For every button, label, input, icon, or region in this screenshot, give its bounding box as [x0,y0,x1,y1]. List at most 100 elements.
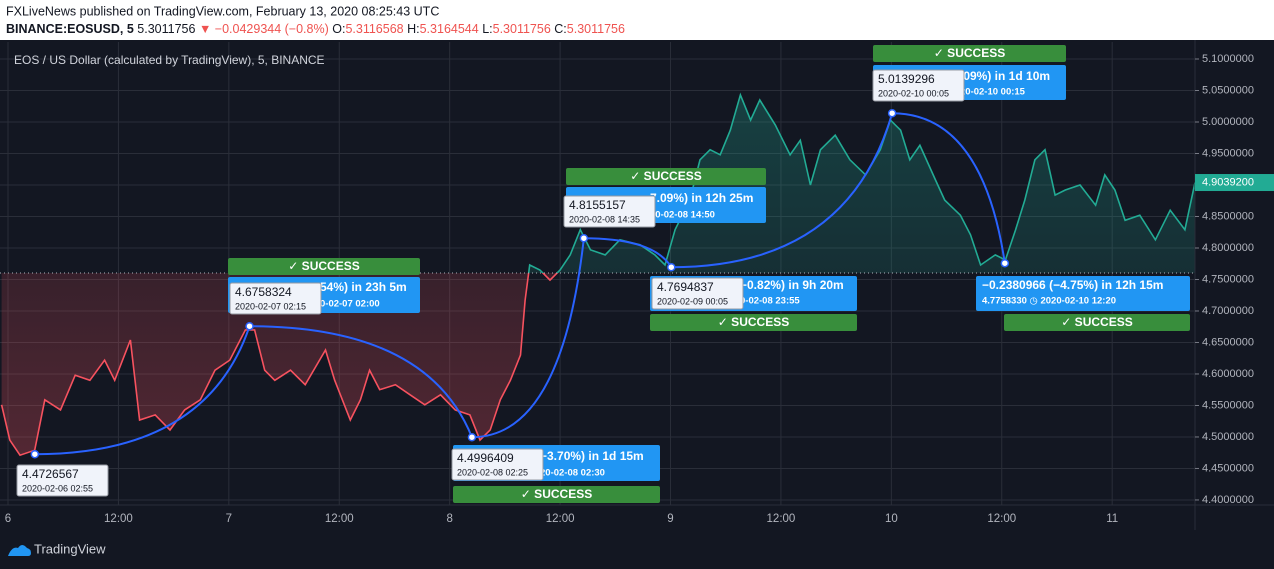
point-price: 4.8155157 [569,198,626,212]
success-label: ✓ SUCCESS [288,259,359,273]
y-tick-label: 4.6000000 [1202,368,1254,380]
x-tick-label: 12:00 [546,513,575,525]
y-tick-label: 4.9500000 [1202,147,1254,159]
y-tick-label: 5.1000000 [1202,53,1254,65]
forecast-curve [34,325,251,456]
point-date: 2020-02-06 02:55 [22,483,93,493]
x-tick-label: 12:00 [987,513,1016,525]
x-tick-label: 12:00 [767,513,796,525]
x-tick-label: 7 [226,513,232,525]
x-tick-label: 9 [667,513,673,525]
ohlc-value: 5.3011756 [493,22,551,36]
y-tick-label: 4.5000000 [1202,431,1254,443]
x-tick-label: 12:00 [104,513,133,525]
logo: TradingView [8,541,106,556]
x-tick-label: 8 [446,513,452,525]
x-tick-label: 11 [1106,513,1118,525]
point-tooltip [872,69,965,102]
x-tick-label: 10 [885,513,898,525]
change: ▼ −0.0429344 (−0.8%) [199,22,329,36]
symbol-line: BINANCE:EOSUSD, 5 5.3011756 ▼ −0.0429344… [6,22,625,36]
point-date: 2020-02-10 00:05 [878,88,949,98]
success-label: ✓ SUCCESS [718,315,789,329]
forecast-box [976,276,1190,311]
success-box [453,486,660,503]
y-tick-label: 4.4000000 [1202,494,1254,506]
forecast-point [887,108,897,118]
forecast-target: 0-02-07 02:00 [320,299,380,310]
success-label: ✓ SUCCESS [521,487,592,501]
x-tick-label: 6 [5,513,11,525]
header-bg [0,0,1274,40]
x-tick-label: 12:00 [325,513,354,525]
price-line-down [0,272,559,457]
success-box [1004,314,1190,331]
point-date: 2020-02-09 00:05 [657,296,728,306]
forecast-point [30,449,40,459]
forecast-change: 54%) in 23h 5m [320,280,407,294]
last: 5.3011756 [137,22,195,36]
forecast-curve [671,112,894,269]
forecast-curve [583,237,673,268]
ohlc-value: 5.3011756 [567,22,625,36]
area-up [1,94,1195,273]
point-price: 4.4996409 [457,451,514,465]
point-date: 2020-02-07 02:15 [235,301,306,311]
point-date: 2020-02-08 14:35 [569,214,640,224]
forecast-target: 20-02-08 14:50 [650,210,715,221]
success-box [873,45,1066,62]
point-price: 4.4726567 [22,467,79,481]
forecast-curve [471,238,585,439]
ohlc-value: 5.3164544 [420,22,479,36]
y-tick-label: 4.7000000 [1202,305,1254,317]
forecast-change: −3.70%) in 1d 15m [540,449,644,463]
y-tick-label: 4.6500000 [1202,336,1254,348]
brand: TradingView [34,541,106,556]
forecast-target: 0-02-08 23:55 [740,296,800,307]
forecast-point [667,262,676,272]
ohlc-key: O: [332,22,345,36]
chart-title: EOS / US Dollar (calculated by TradingVi… [14,53,325,67]
point-tooltip [563,195,656,228]
y-tick-label: 4.8500000 [1202,210,1254,222]
point-tooltip [229,282,322,315]
success-label: ✓ SUCCESS [934,46,1005,60]
y-tick-label: 4.8000000 [1202,242,1254,254]
ohlc-key: C: [554,22,567,36]
success-box [566,168,766,185]
forecast-point [245,321,254,331]
point-tooltip [451,448,544,481]
forecast-curve [892,112,1006,264]
y-tick-label: 5.0500000 [1202,84,1254,96]
forecast-target: 20-02-10 00:15 [960,87,1026,98]
price-line-up [527,92,1195,273]
y-tick-label: 5.0000000 [1202,116,1254,128]
ohlc-value: 5.3116568 [345,22,403,36]
point-price: 4.6758324 [235,285,292,299]
point-date: 2020-02-08 02:25 [457,467,528,477]
forecast-change: −0.2380966 (−4.75%) in 12h 15m [982,278,1163,292]
point-price: 4.7694837 [657,280,714,294]
forecast-target: 4.7758330 ◷ 2020-02-10 12:20 [982,296,1116,307]
y-tick-label: 4.4500000 [1202,462,1254,474]
forecast-target: 20-02-08 02:30 [540,468,605,479]
logo-icon [8,545,31,556]
success-label: ✓ SUCCESS [1061,315,1132,329]
forecast-point [579,233,589,243]
forecast-point [1000,258,1010,268]
last-price-tag [1195,174,1274,192]
forecast-change: 7.09%) in 12h 25m [650,191,753,205]
plot: ✓ SUCCESS 54%) in 23h 5m 0-02-07 02:00 ✓ SU… [0,42,1195,505]
forecast-point [467,432,477,442]
forecast-curve [249,325,473,438]
forecast-change: .09%) in 1d 10m [960,69,1050,83]
point-price: 5.0139296 [878,72,935,86]
success-box [228,258,420,275]
last-price-label: 4.9039200 [1202,176,1254,188]
y-tick-label: 4.7500000 [1202,273,1254,285]
point-tooltip [16,464,109,497]
area-down [1,272,558,456]
ohlc-key: H: [407,22,420,36]
